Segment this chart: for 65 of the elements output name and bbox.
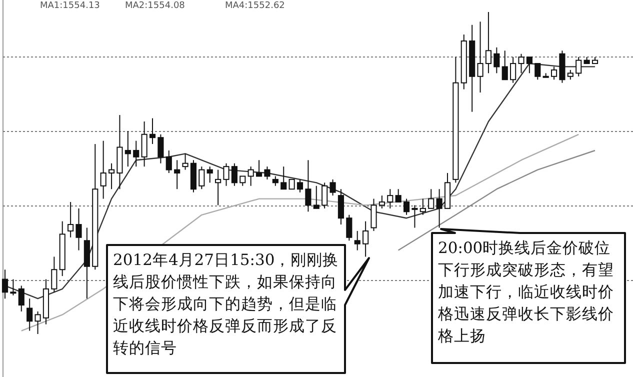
candlestick [502,50,508,80]
candlestick [240,176,246,186]
candlestick [10,278,16,296]
candlestick [534,63,541,80]
candlestick [510,56,516,84]
candlestick [2,269,8,300]
candlestick [428,188,434,209]
candlestick [166,150,172,174]
candlestick [567,69,574,80]
candlestick [542,72,549,78]
candlestick [149,118,156,145]
text: MA2:1554.08 [125,1,185,11]
candlestick [330,178,336,196]
candlestick [296,178,304,193]
candlestick [550,66,558,80]
candlestick [362,220,369,258]
candlestick [305,160,312,212]
text: MA1:1554.13 [40,1,100,11]
candlestick [141,120,148,168]
candlestick [68,201,74,238]
candlestick [288,178,295,190]
candlestick [322,182,328,209]
candlestick [231,162,238,186]
candlestick [412,204,418,228]
candlestick [370,198,377,232]
candlestick [18,285,24,312]
candlestick [477,21,484,93]
candlestick [198,166,205,190]
candlestick [378,195,385,209]
candlestick [354,230,360,251]
annotation: 2012年4月27日15:30，刚刚换线后股价惯性下跌，如果保持向下将会形成向下的趋势，但是临近收线时价格反弹反而形成了反转的信号 [112,250,340,359]
candlestick [248,166,254,186]
candlestick [346,214,352,242]
annotation: 20:00时换线后金价破位下行形成突破形态，有望加速下行，临近收线时价格迅速反弹收长下影线价格上扬 [437,238,615,347]
candlestick [182,153,188,170]
candlestick [485,12,492,74]
candlestick [436,188,442,228]
candlestick [76,208,82,251]
text: MA4:1552.62 [225,1,285,11]
candlestick [576,56,582,77]
candlestick [108,162,115,190]
candlestick [272,176,278,186]
candlestick [264,166,270,180]
candlestick [34,310,41,334]
candlestick [518,53,524,74]
candlestick [313,185,320,209]
candlestick [215,169,222,206]
candlestick [206,166,213,184]
candlestick [494,46,500,74]
candlestick [256,160,262,177]
candlestick [395,188,402,202]
candlestick [403,198,410,216]
candlestick [223,162,230,186]
candlestick [26,298,33,332]
candlestick [51,256,58,293]
candlestick [100,140,106,200]
candlestick [158,134,164,164]
candlestick [174,160,180,190]
candlestick [387,188,394,209]
candlestick [124,130,131,168]
candlestick [420,198,426,216]
candlestick [338,188,344,226]
candlestick [526,56,532,74]
candlestick [133,140,140,168]
candlestick [280,166,287,190]
